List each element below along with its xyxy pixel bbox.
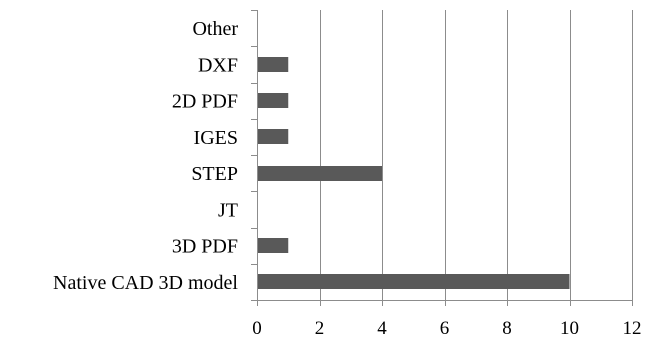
bar (257, 166, 382, 181)
bar (257, 129, 289, 144)
category-label: Other (192, 18, 238, 40)
category-labels: Native CAD 3D model 3D PDF JT STEP IGES 2D PD… (53, 18, 238, 294)
category-label: Native CAD 3D model (53, 272, 238, 294)
x-tick-label: 12 (623, 318, 642, 339)
category-label: JT (218, 199, 238, 221)
bars (257, 57, 570, 289)
x-tick-label: 10 (560, 318, 579, 339)
x-tick-labels: 0 2 4 6 8 10 12 (252, 318, 641, 339)
x-tick-label: 8 (502, 318, 512, 339)
category-label: DXF (198, 54, 238, 76)
category-label: 2D PDF (172, 91, 238, 113)
bar (257, 274, 570, 289)
x-tick-label: 4 (377, 318, 387, 339)
gridlines (320, 10, 633, 300)
category-label: STEP (191, 163, 238, 185)
bar (257, 57, 289, 72)
bar (257, 238, 289, 253)
category-label: IGES (194, 127, 238, 149)
axes (251, 10, 633, 306)
bar (257, 93, 289, 108)
category-label: 3D PDF (172, 236, 238, 258)
x-tick-label: 6 (440, 318, 450, 339)
x-tick-label: 2 (315, 318, 325, 339)
x-tick-label: 0 (252, 318, 262, 339)
